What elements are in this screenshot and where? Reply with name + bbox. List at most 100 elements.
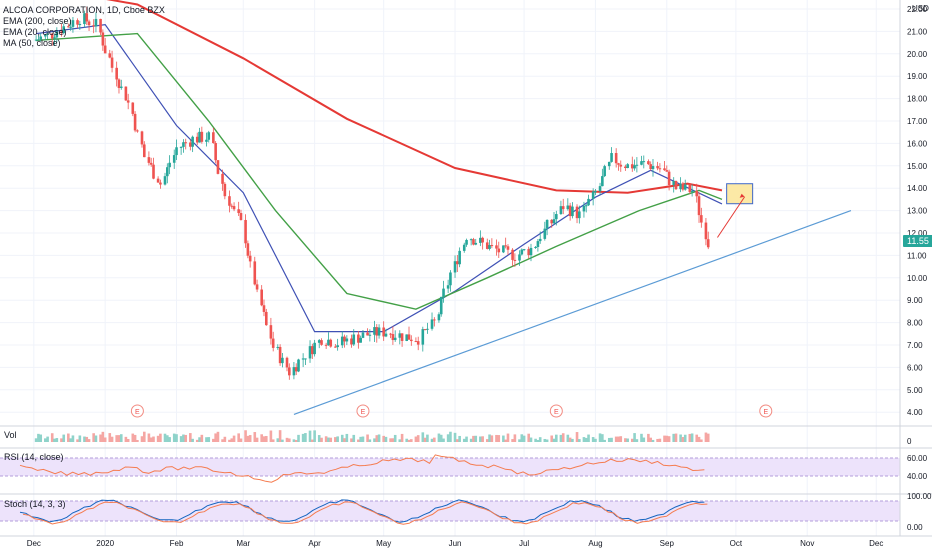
candle-body: [511, 249, 514, 260]
candle-body: [552, 219, 556, 224]
volume-bar: [704, 432, 708, 442]
candle-body: [373, 327, 376, 335]
candle-body: [260, 289, 263, 306]
volume-bar: [617, 436, 620, 442]
volume-bar: [538, 437, 542, 442]
candle-body: [345, 338, 349, 342]
volume-bar: [140, 436, 144, 442]
candle-body: [39, 36, 43, 40]
volume-bar: [421, 432, 425, 442]
legend-ema200[interactable]: EMA (200, close): [3, 16, 72, 26]
candle-body: [465, 239, 468, 245]
annotations[interactable]: [717, 183, 754, 238]
volume-bar: [212, 438, 215, 442]
support-trendline[interactable]: [293, 210, 852, 416]
candle-body: [294, 367, 298, 372]
candle-body: [46, 33, 49, 35]
candle-body: [67, 26, 70, 28]
volume-bar: [552, 438, 556, 442]
candle-body: [212, 132, 215, 144]
earnings-marker-label: E: [554, 409, 559, 416]
volume-bar: [198, 437, 201, 442]
volume-bar: [159, 433, 162, 442]
candle-body: [446, 285, 450, 289]
candle-body: [110, 57, 114, 68]
volume-bar: [700, 439, 703, 442]
candle-body: [126, 100, 130, 103]
currency-label: USD: [912, 4, 929, 13]
candle-body: [658, 168, 662, 170]
legend-ma50[interactable]: MA (50, close): [3, 38, 61, 48]
volume-bar: [117, 435, 121, 442]
volume-bar: [439, 434, 443, 442]
volume-bar: [665, 435, 669, 442]
price-tick-label: 11.00: [907, 251, 927, 260]
candle-body: [361, 332, 365, 338]
candle-body: [423, 329, 427, 331]
candle-body: [99, 18, 102, 33]
candle-body: [400, 333, 404, 341]
candle-body: [281, 357, 284, 364]
stoch-pane: [0, 499, 900, 525]
candle-body: [255, 284, 259, 290]
candle-body: [617, 163, 620, 165]
volume-bar: [626, 438, 629, 442]
ma-line-1: [36, 24, 723, 333]
earnings-marker: [759, 404, 773, 418]
candle-body: [584, 205, 588, 207]
volume-bar: [281, 439, 284, 442]
stoch-tick-label: 0.00: [907, 523, 923, 532]
candle-body: [278, 346, 282, 364]
candle-body: [672, 180, 676, 186]
ma-line-2: [36, 32, 723, 310]
legend-ema20[interactable]: EMA (20, close): [3, 27, 67, 37]
candle-body: [488, 245, 491, 249]
candle-body: [78, 24, 82, 26]
candle-body: [614, 153, 618, 164]
candle-body: [313, 342, 316, 355]
candle-body: [506, 246, 510, 250]
volume-bar: [232, 435, 236, 442]
volume-bar: [340, 434, 344, 442]
candle-body: [704, 222, 708, 240]
volume-bar: [663, 435, 666, 442]
volume-bar: [495, 434, 498, 442]
price-tick-label: 18.00: [907, 95, 928, 104]
candle-body: [156, 178, 160, 183]
volume-bar: [76, 439, 79, 442]
trendline: [293, 210, 852, 416]
volume-bar: [426, 434, 429, 442]
volume-bar: [697, 436, 701, 442]
volume-bar: [472, 435, 475, 442]
candle-body: [534, 246, 537, 248]
candle-body: [94, 18, 98, 27]
candle-body: [518, 254, 521, 261]
candle-body: [276, 346, 280, 348]
volume-bar: [288, 438, 291, 442]
volume-bar: [327, 437, 330, 442]
candle-body: [136, 130, 139, 132]
candle-body: [131, 102, 135, 114]
volume-bar: [619, 436, 623, 442]
candle-body: [474, 242, 478, 245]
candle-body: [271, 338, 275, 348]
volume-bar: [423, 437, 427, 442]
time-axis-label: Jun: [449, 539, 462, 548]
volume-bar: [361, 436, 365, 442]
candle-body: [630, 164, 634, 169]
volume-bar: [147, 433, 151, 442]
candle-body: [559, 206, 563, 215]
price-tick-label: 14.00: [907, 184, 928, 193]
rsi-band: [0, 458, 900, 476]
volume-bar: [221, 439, 224, 442]
volume-bar: [633, 433, 636, 442]
candle-body: [706, 239, 710, 248]
candle-body: [421, 329, 425, 345]
candle-body: [103, 45, 107, 54]
volume-bar: [518, 439, 521, 442]
volume-bar: [437, 433, 441, 442]
volume-bar: [391, 438, 395, 442]
volume-bar: [276, 438, 280, 442]
